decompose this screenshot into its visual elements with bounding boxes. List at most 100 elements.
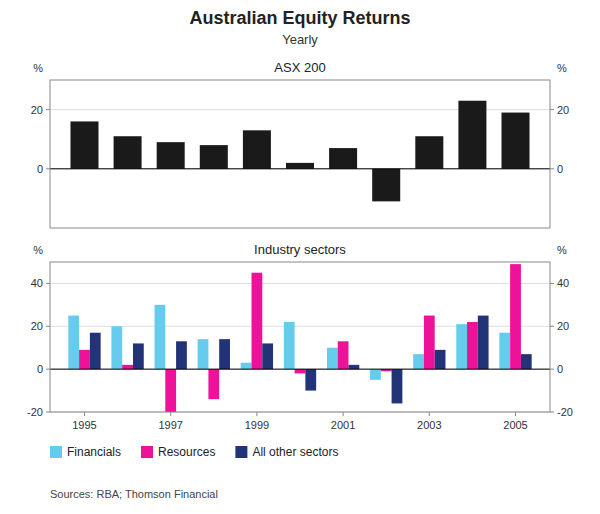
bar	[338, 341, 349, 369]
grid-line	[50, 283, 550, 284]
bar	[502, 113, 530, 169]
bar	[348, 365, 359, 369]
bar	[435, 350, 446, 369]
bar	[456, 324, 467, 369]
tick-label: 0	[557, 163, 563, 175]
bar	[165, 369, 176, 412]
bar	[68, 316, 79, 370]
bar	[122, 365, 133, 369]
baseline	[50, 369, 550, 370]
tick	[46, 109, 50, 110]
bar	[79, 350, 90, 369]
tick	[515, 412, 516, 416]
chart: Australian Equity Returns Yearly 0 20 0 20%% A…	[0, 0, 600, 514]
bar	[90, 333, 101, 369]
tick-label: 20	[557, 104, 569, 116]
tick-label: 20	[557, 320, 569, 332]
bar	[208, 369, 219, 399]
legend-label: Financials	[67, 445, 121, 459]
bar	[111, 326, 122, 369]
tick	[84, 412, 85, 416]
axis-label: %	[33, 62, 43, 74]
bar	[241, 363, 252, 369]
bar	[478, 316, 489, 370]
bar	[295, 369, 306, 373]
bar	[327, 348, 338, 369]
tick	[550, 109, 554, 110]
tick-label: 20	[31, 320, 43, 332]
bar	[157, 142, 185, 169]
tick	[550, 326, 554, 327]
bar	[176, 341, 187, 369]
tick	[46, 168, 50, 169]
tick-label: 2001	[331, 419, 355, 431]
bar	[70, 121, 98, 168]
subtitle: Yearly	[282, 32, 318, 47]
bar	[392, 369, 403, 403]
bar	[458, 101, 486, 169]
bar	[262, 343, 273, 369]
bar	[415, 136, 443, 169]
tick-label: -20	[557, 406, 573, 418]
bar	[243, 130, 271, 168]
bar	[510, 264, 521, 369]
bar	[413, 354, 424, 369]
tick-label: 1995	[72, 419, 96, 431]
bar	[370, 369, 381, 380]
bar	[329, 148, 357, 169]
legend: FinancialsResourcesAll other sectors	[50, 445, 338, 459]
tick-label: 0	[37, 363, 43, 375]
bar	[114, 136, 142, 169]
bar	[133, 343, 144, 369]
plot-frame	[50, 80, 550, 228]
bar	[424, 316, 435, 370]
bar	[305, 369, 316, 390]
panel-label: ASX 200	[274, 60, 325, 75]
bar	[252, 273, 263, 369]
tick	[170, 412, 171, 416]
tick	[550, 168, 554, 169]
bar	[155, 305, 166, 369]
tick-label: 40	[557, 277, 569, 289]
bar	[521, 354, 532, 369]
tick	[429, 412, 430, 416]
tick	[550, 283, 554, 284]
bar	[372, 169, 400, 202]
legend-swatch	[235, 446, 247, 458]
plot-frame	[50, 262, 550, 412]
tick-label: 0	[557, 363, 563, 375]
source: Sources: RBA; Thomson Financial	[50, 488, 218, 500]
tick	[550, 369, 554, 370]
background	[0, 0, 600, 514]
tick	[343, 412, 344, 416]
axis-label: %	[557, 244, 567, 256]
tick-label: 1999	[245, 419, 269, 431]
axis-label: %	[557, 62, 567, 74]
legend-label: All other sectors	[252, 445, 338, 459]
tick	[550, 412, 554, 413]
tick-label: 0	[37, 163, 43, 175]
bar	[284, 322, 295, 369]
tick	[46, 369, 50, 370]
tick	[46, 412, 50, 413]
tick	[46, 326, 50, 327]
bar	[467, 322, 478, 369]
tick-label: 2005	[503, 419, 527, 431]
panel-label: Industry sectors	[254, 242, 346, 257]
tick-label: -20	[27, 406, 43, 418]
tick-label: 2003	[417, 419, 441, 431]
bar	[286, 163, 314, 169]
legend-swatch	[141, 446, 153, 458]
title: Australian Equity Returns	[189, 8, 410, 28]
bars	[68, 264, 531, 412]
panel: 0 20 0 20%% ASX 200	[31, 60, 570, 228]
panel: -2002040-2002040199519971999200120032005…	[27, 242, 573, 431]
bars	[70, 101, 529, 202]
tick-label: 40	[31, 277, 43, 289]
tick	[46, 283, 50, 284]
bar	[499, 333, 510, 369]
grid-line	[50, 168, 550, 169]
tick-label: 20	[31, 104, 43, 116]
tick	[256, 412, 257, 416]
bar	[200, 145, 228, 169]
